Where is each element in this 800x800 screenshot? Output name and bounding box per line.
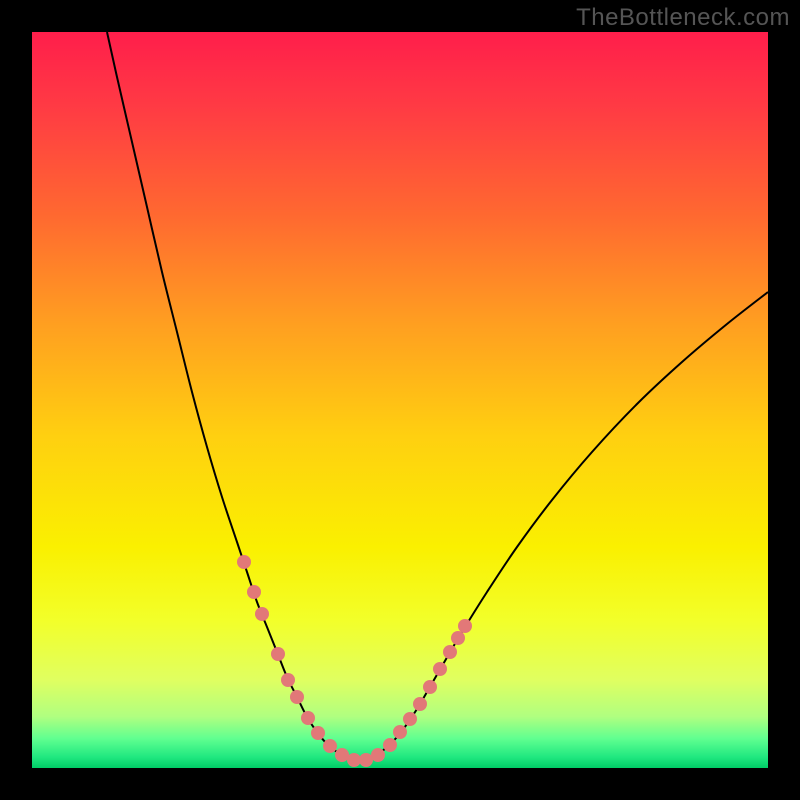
data-marker <box>247 585 261 599</box>
data-marker <box>458 619 472 633</box>
data-marker <box>403 712 417 726</box>
curve-layer <box>32 32 768 768</box>
data-marker <box>371 748 385 762</box>
data-marker <box>413 697 427 711</box>
left-curve <box>107 32 357 762</box>
data-marker <box>393 725 407 739</box>
data-marker <box>423 680 437 694</box>
data-marker <box>255 607 269 621</box>
data-marker <box>237 555 251 569</box>
data-marker <box>451 631 465 645</box>
chart-root: TheBottleneck.com <box>0 0 800 800</box>
data-marker <box>335 748 349 762</box>
data-marker <box>290 690 304 704</box>
data-marker <box>347 753 361 767</box>
plot-area <box>32 32 768 768</box>
right-curve <box>357 292 768 762</box>
data-marker <box>301 711 315 725</box>
data-marker <box>281 673 295 687</box>
data-marker <box>359 753 373 767</box>
data-marker <box>443 645 457 659</box>
data-marker <box>311 726 325 740</box>
data-marker <box>433 662 447 676</box>
watermark-text: TheBottleneck.com <box>576 4 790 32</box>
data-marker <box>323 739 337 753</box>
data-marker <box>271 647 285 661</box>
data-marker <box>383 738 397 752</box>
